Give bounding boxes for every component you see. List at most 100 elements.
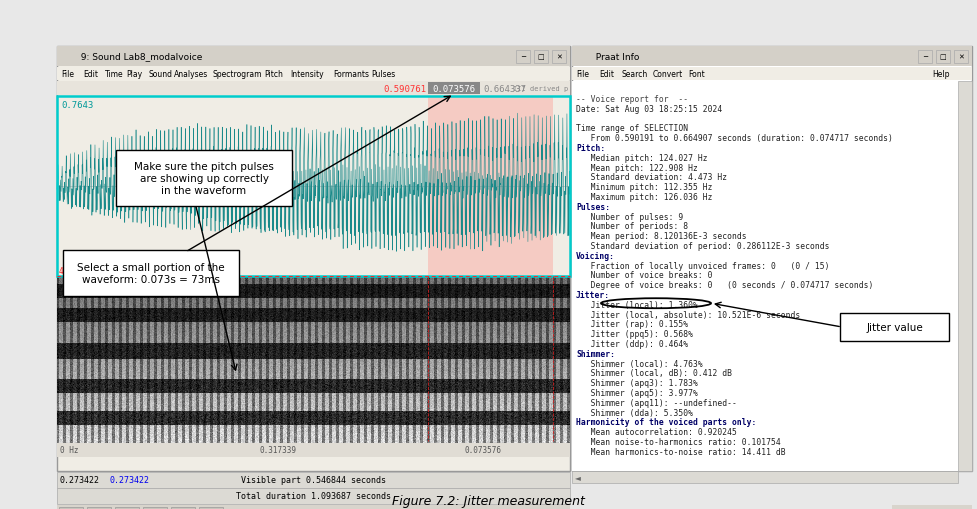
Text: ─: ─ bbox=[521, 54, 525, 61]
Text: Mean harmonics-to-noise ratio: 14.411 dB: Mean harmonics-to-noise ratio: 14.411 dB bbox=[576, 447, 786, 456]
Text: Jitter (rap): 0.155%: Jitter (rap): 0.155% bbox=[576, 320, 688, 329]
Text: Spectrogram: Spectrogram bbox=[213, 70, 262, 79]
FancyBboxPatch shape bbox=[57, 47, 570, 471]
Text: Praat Info: Praat Info bbox=[590, 52, 639, 62]
Text: Number of pulses: 9: Number of pulses: 9 bbox=[576, 212, 683, 221]
FancyBboxPatch shape bbox=[918, 51, 932, 64]
Text: Shimmer:: Shimmer: bbox=[576, 349, 615, 358]
FancyBboxPatch shape bbox=[958, 82, 972, 471]
FancyBboxPatch shape bbox=[87, 507, 111, 509]
Text: Search: Search bbox=[621, 70, 648, 79]
Text: Jitter value: Jitter value bbox=[867, 322, 923, 332]
Text: Degree of voice breaks: 0   (0 seconds / 0.074717 seconds): Degree of voice breaks: 0 (0 seconds / 0… bbox=[576, 280, 873, 290]
Text: Harmonicity of the voiced parts only:: Harmonicity of the voiced parts only: bbox=[576, 417, 756, 427]
Text: Time: Time bbox=[105, 70, 123, 79]
FancyBboxPatch shape bbox=[57, 443, 570, 457]
FancyBboxPatch shape bbox=[572, 471, 958, 483]
FancyBboxPatch shape bbox=[57, 472, 570, 488]
Text: Convert: Convert bbox=[653, 70, 683, 79]
Text: □: □ bbox=[940, 54, 947, 61]
FancyBboxPatch shape bbox=[954, 51, 968, 64]
FancyBboxPatch shape bbox=[572, 68, 972, 81]
Text: File: File bbox=[61, 70, 74, 79]
Text: Fraction of locally unvoiced frames: 0   (0 / 15): Fraction of locally unvoiced frames: 0 (… bbox=[576, 261, 829, 270]
FancyBboxPatch shape bbox=[572, 47, 972, 471]
Text: Edit: Edit bbox=[83, 70, 98, 79]
Text: Mean noise-to-harmonics ratio: 0.101754: Mean noise-to-harmonics ratio: 0.101754 bbox=[576, 437, 781, 446]
Text: Maximum pitch: 126.036 Hz: Maximum pitch: 126.036 Hz bbox=[576, 192, 712, 202]
FancyBboxPatch shape bbox=[116, 151, 292, 207]
Text: Pitch:: Pitch: bbox=[576, 144, 605, 153]
Text: ─: ─ bbox=[923, 54, 927, 61]
FancyBboxPatch shape bbox=[57, 97, 570, 276]
FancyBboxPatch shape bbox=[57, 505, 570, 509]
FancyBboxPatch shape bbox=[552, 51, 566, 64]
FancyBboxPatch shape bbox=[63, 250, 239, 296]
FancyBboxPatch shape bbox=[199, 507, 223, 509]
Text: -- Voice report for  --: -- Voice report for -- bbox=[576, 95, 688, 104]
FancyBboxPatch shape bbox=[57, 277, 570, 454]
Text: Mean pitch: 122.908 Hz: Mean pitch: 122.908 Hz bbox=[576, 163, 698, 172]
Text: Jitter (ddp): 0.464%: Jitter (ddp): 0.464% bbox=[576, 340, 688, 348]
Text: ◄: ◄ bbox=[575, 472, 581, 482]
Text: Minimum pitch: 112.355 Hz: Minimum pitch: 112.355 Hz bbox=[576, 183, 712, 192]
Text: 9: Sound Lab8_modalvoice: 9: Sound Lab8_modalvoice bbox=[75, 52, 202, 62]
Text: -0.4353: -0.4353 bbox=[61, 265, 99, 273]
Text: Font: Font bbox=[688, 70, 705, 79]
Text: Pitch: Pitch bbox=[264, 70, 283, 79]
FancyBboxPatch shape bbox=[428, 98, 553, 275]
FancyBboxPatch shape bbox=[57, 68, 570, 81]
Text: Play: Play bbox=[126, 70, 143, 79]
Text: Jitter:: Jitter: bbox=[576, 291, 610, 299]
Text: 0.073576: 0.073576 bbox=[464, 445, 501, 455]
Text: III derived p: III derived p bbox=[513, 86, 568, 92]
Text: Standard deviation: 4.473 Hz: Standard deviation: 4.473 Hz bbox=[576, 173, 727, 182]
Text: Sound: Sound bbox=[149, 70, 172, 79]
FancyBboxPatch shape bbox=[57, 488, 570, 504]
Text: Jitter (local, absolute): 10.521E-6 seconds: Jitter (local, absolute): 10.521E-6 seco… bbox=[576, 310, 800, 319]
Text: Analyses: Analyses bbox=[174, 70, 208, 79]
Text: Visible part 0.546844 seconds: Visible part 0.546844 seconds bbox=[241, 475, 386, 485]
Text: Shimmer (local, dB): 0.412 dB: Shimmer (local, dB): 0.412 dB bbox=[576, 369, 732, 378]
Text: 0.073576: 0.073576 bbox=[433, 84, 476, 93]
Text: 0.317339: 0.317339 bbox=[259, 445, 296, 455]
Text: From 0.590191 to 0.664907 seconds (duration: 0.074717 seconds): From 0.590191 to 0.664907 seconds (durat… bbox=[576, 134, 893, 143]
Text: File: File bbox=[576, 70, 589, 79]
Text: 0 Hz: 0 Hz bbox=[60, 445, 78, 455]
Text: Figure 7.2: Jitter measurement: Figure 7.2: Jitter measurement bbox=[392, 495, 585, 507]
Text: 0.273422: 0.273422 bbox=[60, 475, 100, 485]
FancyBboxPatch shape bbox=[936, 51, 950, 64]
FancyBboxPatch shape bbox=[572, 47, 972, 67]
Text: Select a small portion of the
waveform: 0.073s = 73ms: Select a small portion of the waveform: … bbox=[77, 263, 225, 284]
Text: Make sure the pitch pulses
are showing up correctly
in the waveform: Make sure the pitch pulses are showing u… bbox=[134, 162, 274, 195]
Text: Edit: Edit bbox=[599, 70, 614, 79]
Text: 0.7643: 0.7643 bbox=[61, 101, 93, 110]
FancyBboxPatch shape bbox=[516, 51, 530, 64]
Text: Number of periods: 8: Number of periods: 8 bbox=[576, 222, 688, 231]
Text: Shimmer (apq3): 1.783%: Shimmer (apq3): 1.783% bbox=[576, 379, 698, 387]
Text: Standard deviation of period: 0.286112E-3 seconds: Standard deviation of period: 0.286112E-… bbox=[576, 242, 829, 250]
Text: 0.664337: 0.664337 bbox=[483, 84, 526, 93]
Text: Shimmer (apq11): --undefined--: Shimmer (apq11): --undefined-- bbox=[576, 398, 737, 407]
FancyBboxPatch shape bbox=[171, 507, 195, 509]
Text: Jitter (ppq5): 0.568%: Jitter (ppq5): 0.568% bbox=[576, 329, 693, 338]
Text: Voicing:: Voicing: bbox=[576, 251, 615, 260]
Text: Date: Sat Aug 03 18:25:15 2024: Date: Sat Aug 03 18:25:15 2024 bbox=[576, 104, 722, 114]
Text: ✕: ✕ bbox=[556, 54, 562, 61]
Text: Mean autocorrelation: 0.920245: Mean autocorrelation: 0.920245 bbox=[576, 428, 737, 436]
Text: Jitter (local): 1.360%: Jitter (local): 1.360% bbox=[576, 300, 698, 309]
Text: Median pitch: 124.027 Hz: Median pitch: 124.027 Hz bbox=[576, 154, 707, 162]
FancyBboxPatch shape bbox=[115, 507, 139, 509]
Text: Total duration 1.093687 seconds: Total duration 1.093687 seconds bbox=[236, 492, 391, 500]
Text: □: □ bbox=[537, 54, 544, 61]
Text: Number of voice breaks: 0: Number of voice breaks: 0 bbox=[576, 271, 712, 280]
Text: 0.273422: 0.273422 bbox=[109, 475, 149, 485]
Text: Pulses:: Pulses: bbox=[576, 203, 610, 211]
Text: Formants: Formants bbox=[333, 70, 368, 79]
FancyBboxPatch shape bbox=[57, 82, 570, 96]
Text: ✕: ✕ bbox=[958, 54, 964, 61]
FancyBboxPatch shape bbox=[143, 507, 167, 509]
Text: Shimmer (apq5): 3.977%: Shimmer (apq5): 3.977% bbox=[576, 388, 698, 397]
FancyBboxPatch shape bbox=[572, 82, 958, 471]
FancyBboxPatch shape bbox=[892, 505, 972, 509]
